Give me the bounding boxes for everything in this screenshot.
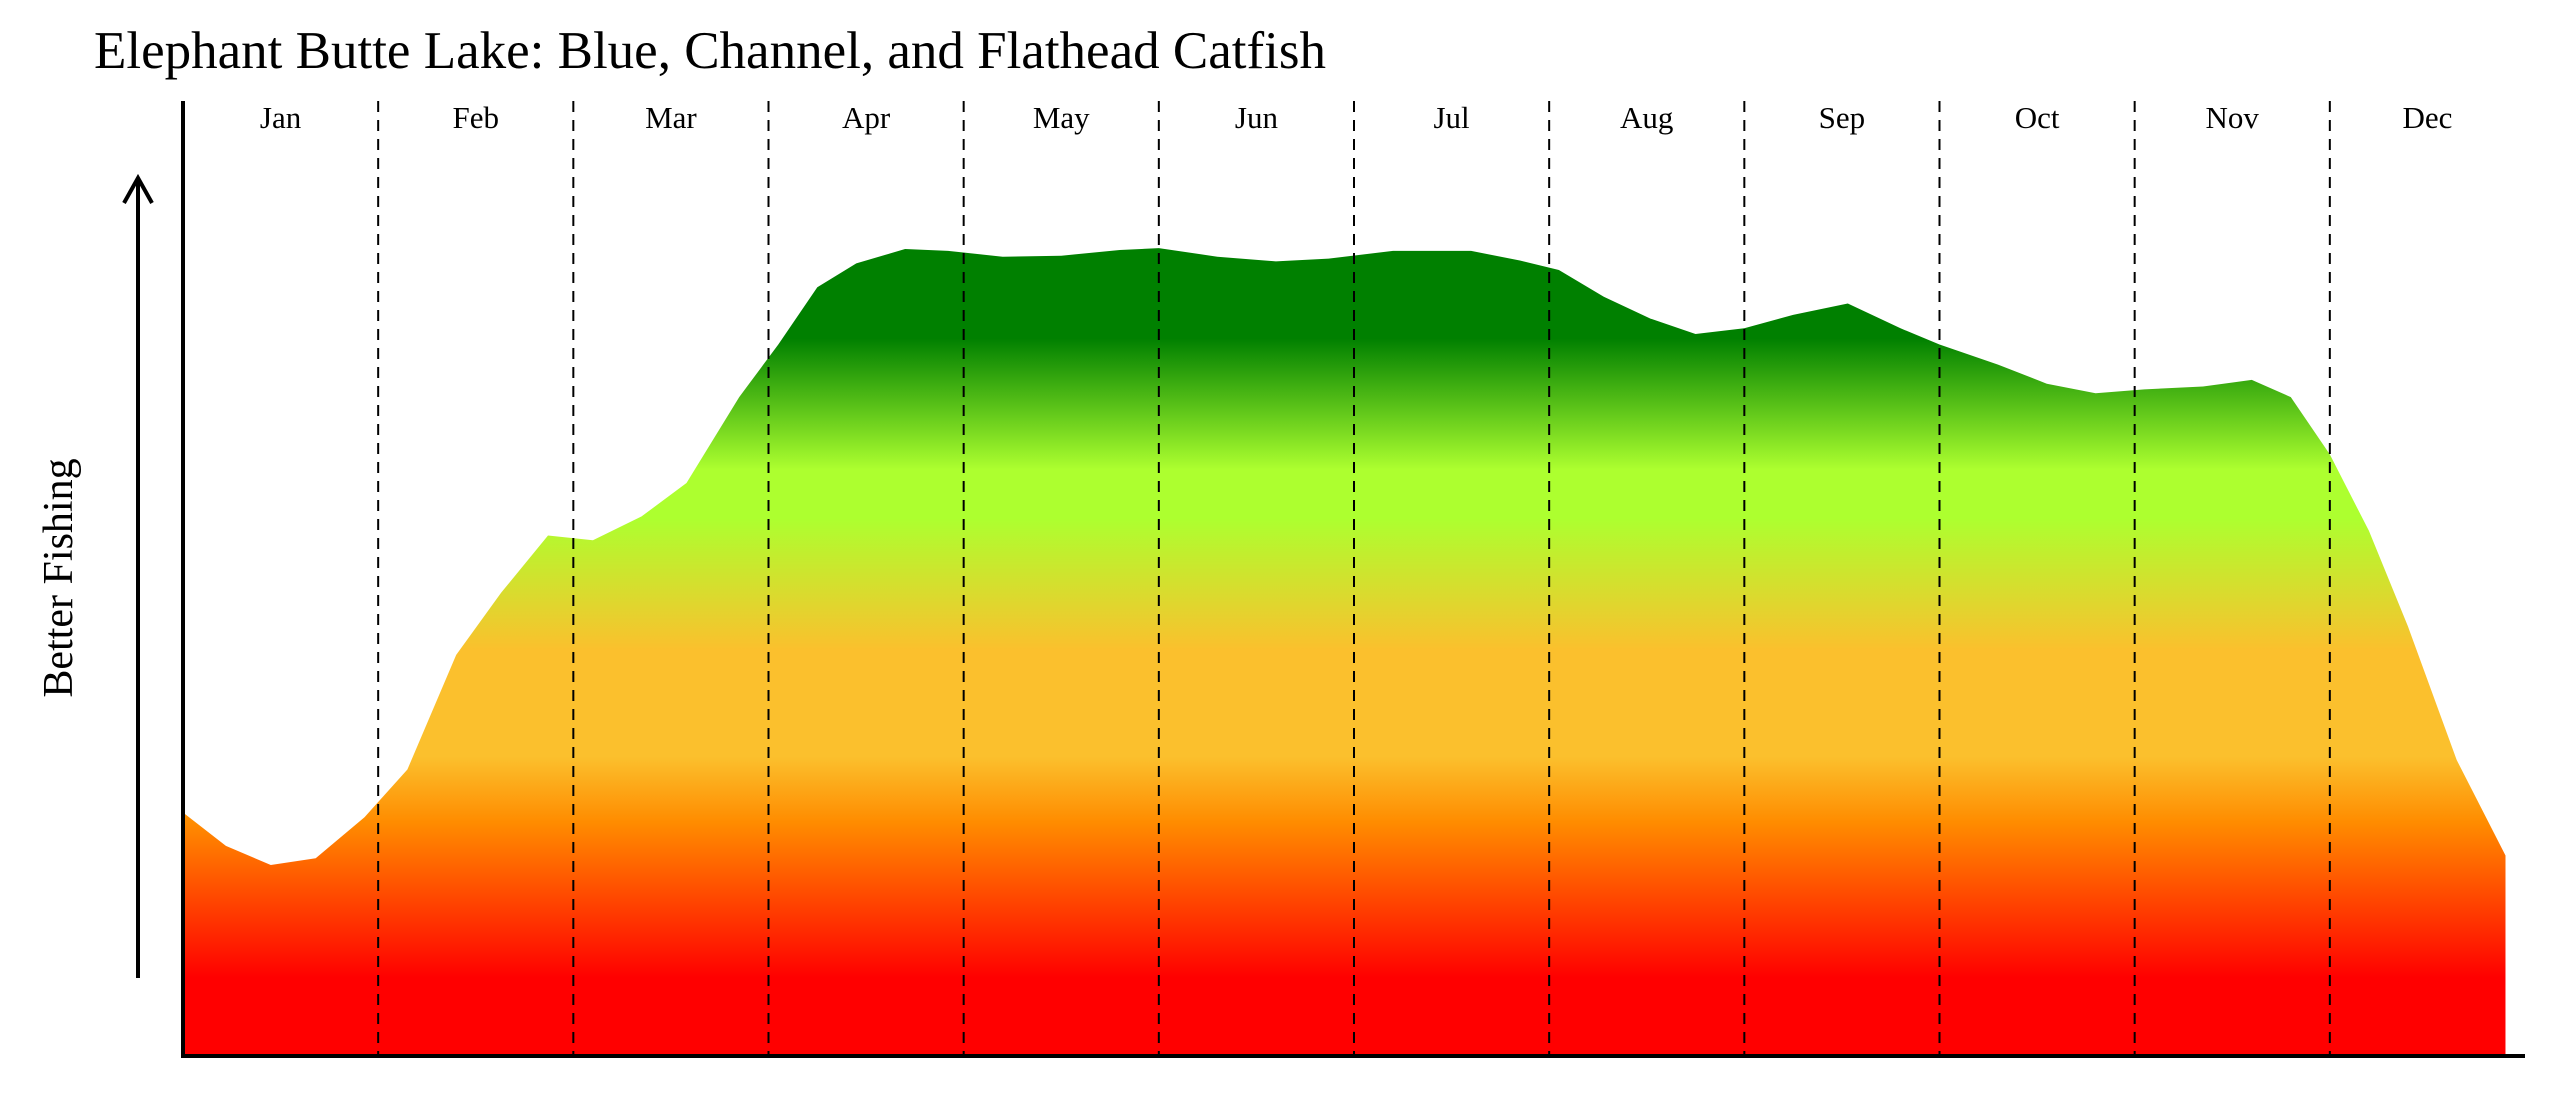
month-label-oct: Oct (2015, 100, 2060, 135)
fishing-quality-area (183, 248, 2506, 1057)
month-label-may: May (1033, 100, 1090, 135)
month-label-jun: Jun (1235, 100, 1279, 135)
month-label-jan: Jan (260, 100, 302, 135)
month-label-sep: Sep (1819, 100, 1866, 135)
month-label-jul: Jul (1433, 100, 1469, 135)
month-label-nov: Nov (2206, 100, 2260, 135)
y-axis-label: Better Fishing (36, 458, 82, 697)
month-label-apr: Apr (842, 100, 891, 135)
chart-title: Elephant Butte Lake: Blue, Channel, and … (94, 22, 1326, 80)
month-label-feb: Feb (453, 100, 500, 135)
better-fishing-arrow (122, 173, 154, 978)
month-label-aug: Aug (1620, 100, 1673, 135)
month-label-dec: Dec (2402, 100, 2452, 135)
month-label-mar: Mar (645, 100, 697, 135)
month-labels: Jan Feb Mar Apr May Jun Jul Aug Sep Oct Nov Dec (260, 100, 2452, 135)
month-dividers (377, 101, 2331, 1056)
